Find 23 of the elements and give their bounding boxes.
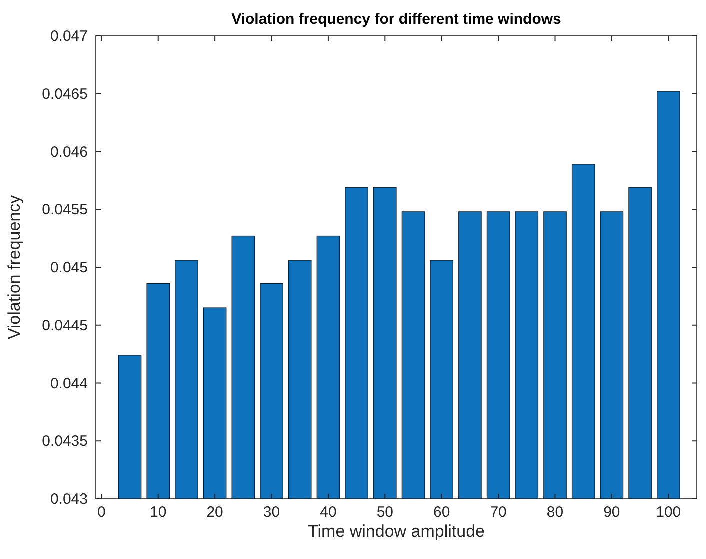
y-tick-label: 0.047 bbox=[50, 28, 88, 45]
y-tick-label: 0.0445 bbox=[42, 317, 88, 334]
x-tick-label: 40 bbox=[320, 504, 337, 521]
x-tick-label: 100 bbox=[656, 504, 682, 521]
x-tick-label: 90 bbox=[604, 504, 620, 521]
y-tick-label: 0.043 bbox=[50, 491, 88, 508]
y-tick-label: 0.046 bbox=[50, 144, 88, 161]
chart-title: Violation frequency for different time windows bbox=[232, 11, 562, 28]
x-tick-label: 30 bbox=[263, 504, 280, 521]
y-tick-label: 0.0455 bbox=[42, 202, 88, 219]
x-tick-label: 20 bbox=[206, 504, 224, 521]
y-tick-label: 0.045 bbox=[50, 260, 88, 276]
x-tick-label: 80 bbox=[546, 504, 564, 521]
y-tick-label: 0.0435 bbox=[42, 433, 88, 450]
x-tick-label: 0 bbox=[98, 504, 106, 521]
x-tick-label: 70 bbox=[490, 504, 507, 521]
x-tick-label: 60 bbox=[434, 504, 450, 521]
x-tick-label: 10 bbox=[150, 504, 167, 521]
x-axis-title: Time window amplitude bbox=[308, 522, 485, 541]
y-tick-label: 0.044 bbox=[50, 375, 88, 392]
y-tick-label: 0.0465 bbox=[42, 86, 88, 103]
y-axis-title: Violation frequency bbox=[5, 194, 24, 340]
x-tick-label: 50 bbox=[376, 504, 394, 521]
